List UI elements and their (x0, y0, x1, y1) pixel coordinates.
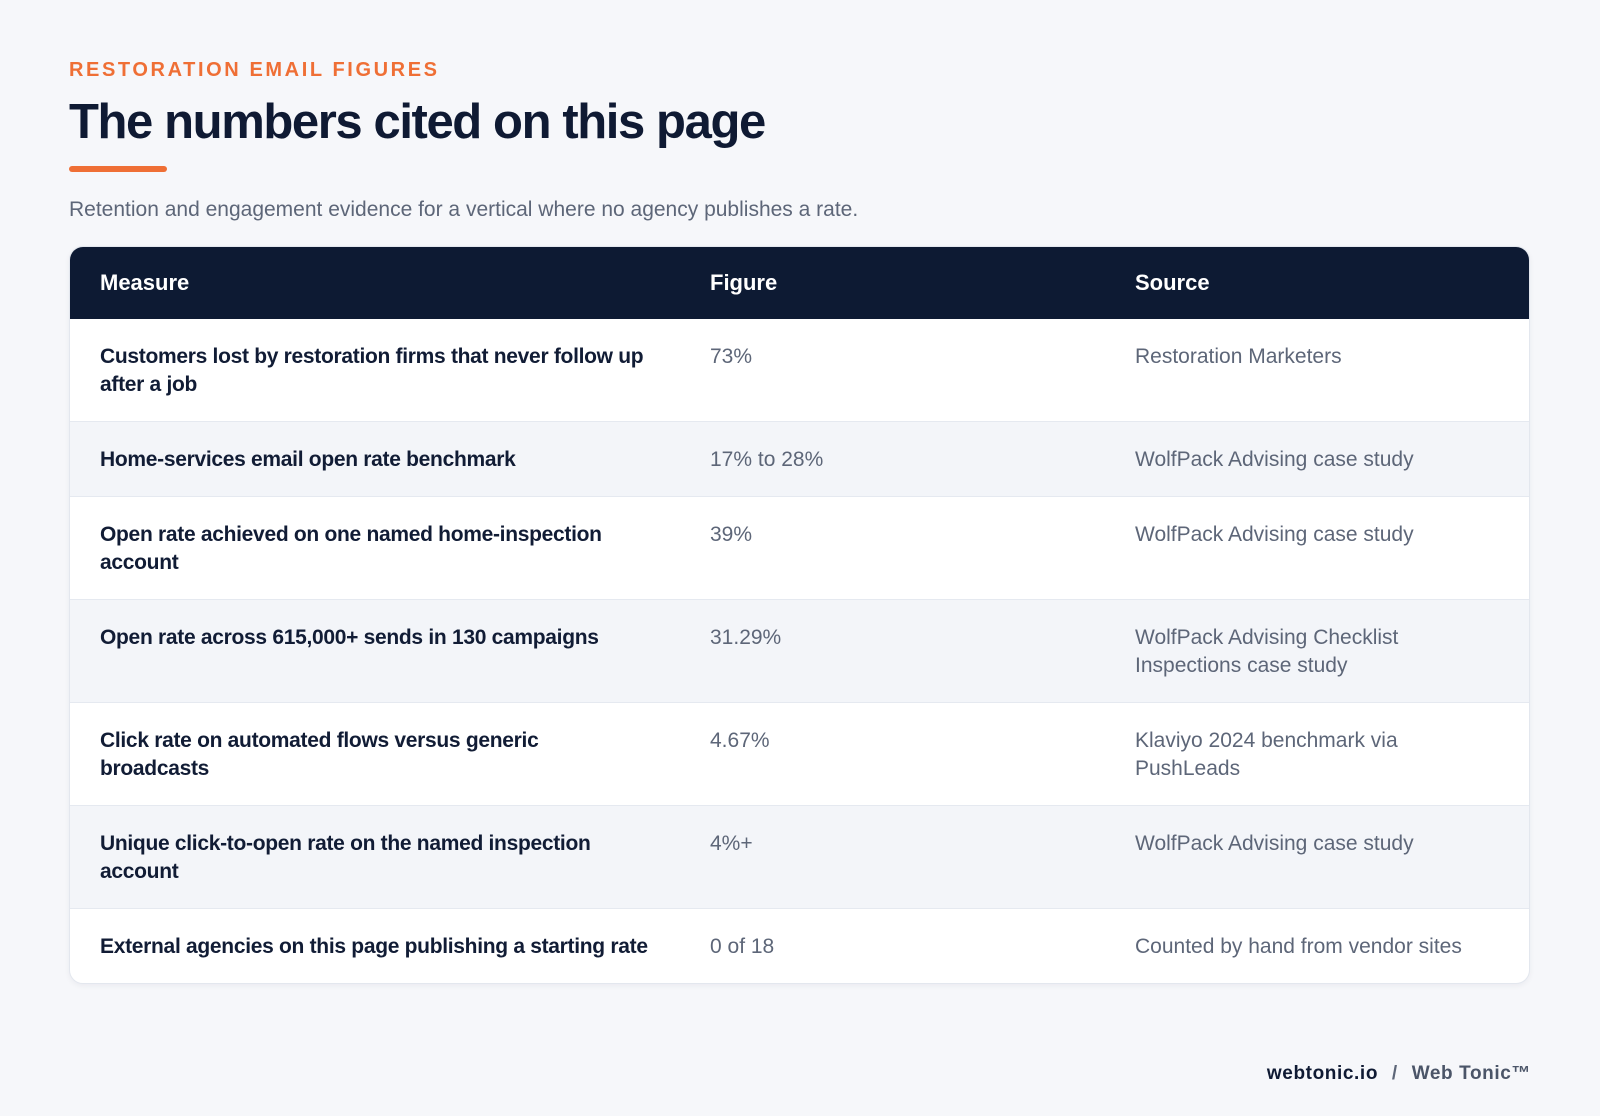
figure-cell: 17% to 28% (680, 421, 1105, 497)
source-cell: Counted by hand from vendor sites (1105, 908, 1529, 983)
source-cell: WolfPack Advising case study (1105, 805, 1529, 909)
page-subtitle: Retention and engagement evidence for a … (69, 198, 859, 221)
table-row: Click rate on automated flows versus gen… (70, 702, 1529, 806)
table-row: Unique click-to-open rate on the named i… (70, 805, 1529, 909)
measure-cell: Open rate achieved on one named home-ins… (70, 496, 680, 600)
page-title: The numbers cited on this page (69, 95, 766, 149)
figure-cell: 4.67% (680, 702, 1105, 806)
source-cell: Restoration Marketers (1135, 345, 1342, 368)
figure-cell: 4%+ (680, 805, 1105, 909)
table-header: Measure Figure Source (70, 247, 1529, 319)
footer-brand-name: Web Tonic™ (1411, 1063, 1531, 1084)
table-row: Open rate across 615,000+ sends in 130 c… (70, 599, 1529, 703)
table-row: Open rate achieved on one named home-ins… (70, 496, 1529, 600)
measure-cell: Customers lost by restoration firms that… (100, 345, 644, 396)
footer-brand: webtonic.io / Web Tonic™ (1267, 1062, 1531, 1086)
measure-cell: Home-services email open rate benchmark (70, 421, 680, 497)
figure-cell: 73% (710, 345, 753, 368)
page-content: RESTORATION EMAIL FIGURES The numbers ci… (69, 58, 1530, 984)
measure-cell: Unique click-to-open rate on the named i… (70, 805, 680, 909)
figures-table-card: Measure Figure Source Customers lost by … (69, 246, 1530, 984)
title-accent-bar (69, 166, 167, 172)
figure-cell: 39% (680, 496, 1105, 600)
measure-cell: Open rate across 615,000+ sends in 130 c… (70, 599, 680, 703)
figure-cell: 0 of 18 (680, 908, 1105, 983)
footer-domain: webtonic.io (1266, 1063, 1379, 1084)
column-header-source: Source (1135, 270, 1210, 295)
footer-separator: / (1391, 1063, 1398, 1084)
column-header-figure: Figure (710, 270, 778, 295)
source-cell: Klaviyo 2024 benchmark via PushLeads (1105, 702, 1529, 806)
figure-cell: 31.29% (680, 599, 1105, 703)
table-row: Home-services email open rate benchmark … (70, 421, 1529, 497)
source-cell: WolfPack Advising Checklist Inspections … (1105, 599, 1529, 703)
measure-cell: External agencies on this page publishin… (70, 908, 680, 983)
table-row: Customers lost by restoration firms that… (70, 319, 1529, 422)
table-header-row: Measure Figure Source (70, 247, 1529, 319)
measure-cell: Click rate on automated flows versus gen… (70, 702, 680, 806)
eyebrow-label: RESTORATION EMAIL FIGURES (69, 59, 440, 81)
column-header-measure: Measure (100, 270, 190, 295)
table-body: Customers lost by restoration firms that… (70, 319, 1529, 983)
source-cell: WolfPack Advising case study (1105, 421, 1529, 497)
figures-table: Measure Figure Source Customers lost by … (70, 247, 1529, 983)
source-cell: WolfPack Advising case study (1105, 496, 1529, 600)
table-row: External agencies on this page publishin… (70, 908, 1529, 983)
